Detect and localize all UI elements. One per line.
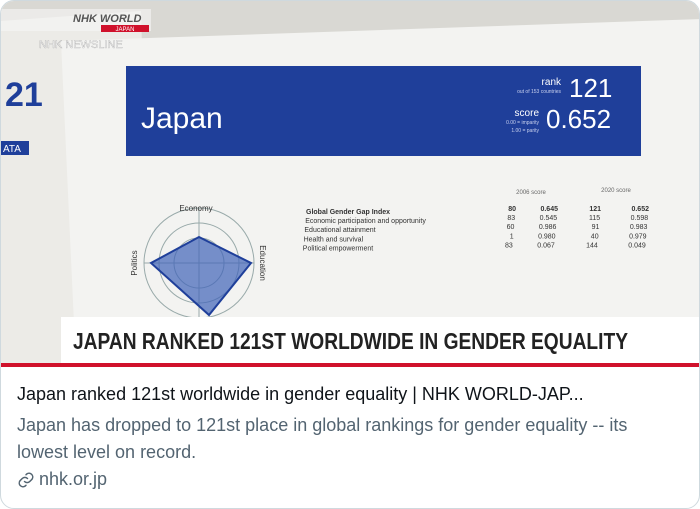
country: Japan	[141, 102, 223, 135]
table-row-label: Political empowerment	[303, 245, 373, 252]
table-cell: 0.645	[540, 206, 558, 213]
table-row-label: Economic participation and opportunity	[305, 218, 426, 225]
domain-text: nhk.or.jp	[39, 469, 108, 489]
rank-note: out of 153 countries	[517, 89, 561, 95]
table-cell: 121	[589, 206, 601, 213]
score-label: score	[515, 108, 540, 119]
left-page-number: 21	[5, 76, 43, 114]
table-cell: 0.979	[629, 233, 647, 240]
table-cell: 80	[508, 206, 516, 213]
rank-label: rank	[542, 77, 562, 88]
table-header: 2020 score	[601, 188, 631, 194]
table-cell: 0.980	[538, 233, 556, 240]
score-note: 1.00 = parity	[511, 128, 539, 134]
table-cell: 83	[505, 242, 513, 249]
preview-image: 21 ATA NHK WORLD JAPAN NHK NEWSLINE Japa…	[1, 1, 699, 367]
broadcaster: NHK WORLD	[73, 13, 141, 25]
card-title: Japan ranked 121st worldwide in gender e…	[17, 384, 584, 404]
table-cell: 0.598	[631, 215, 649, 222]
table-cell: 0.986	[539, 224, 557, 231]
table-cell: 0.067	[537, 242, 555, 249]
program: NHK NEWSLINE	[39, 39, 123, 51]
table-row-label: Global Gender Gap Index	[306, 209, 390, 216]
radar-label: Politics	[130, 250, 139, 275]
radar-label: Education	[258, 245, 267, 281]
table-cell: 0.049	[628, 242, 646, 249]
left-tab	[1, 141, 29, 155]
score: 0.652	[546, 104, 611, 134]
table-cell: 0.652	[631, 206, 649, 213]
broadcaster-sub: JAPAN	[116, 27, 135, 33]
table-cell: 40	[591, 233, 599, 240]
caption-rule	[1, 363, 699, 367]
table-cell: 0.545	[540, 215, 558, 222]
caption-bar	[61, 317, 699, 365]
table-cell: 0.983	[630, 224, 648, 231]
table-row-label: Educational attainment	[304, 227, 375, 234]
report-header	[126, 66, 641, 156]
radar-label: Economy	[179, 204, 212, 213]
table-cell: 60	[507, 224, 515, 231]
table-header: 2006 score	[516, 190, 546, 196]
link-icon	[18, 472, 34, 487]
rank: 121	[569, 73, 612, 103]
table-cell: 1	[510, 233, 514, 240]
left-tab-text: ATA	[3, 144, 21, 155]
card-domain: nhk.or.jp	[17, 469, 107, 490]
table-cell: 115	[589, 215, 600, 222]
logo-red	[101, 25, 149, 32]
table-cell: 91	[592, 224, 600, 231]
radar	[143, 207, 255, 319]
caption: JAPAN RANKED 121ST WORLDWIDE IN GENDER E…	[73, 328, 628, 354]
score-note: 0.00 = imparity	[506, 120, 539, 126]
table-row-label: Health and survival	[304, 236, 364, 243]
card-description: Japan has dropped to 121st place in glob…	[17, 415, 628, 462]
table-cell: 144	[586, 242, 598, 249]
table-cell: 83	[507, 215, 515, 222]
